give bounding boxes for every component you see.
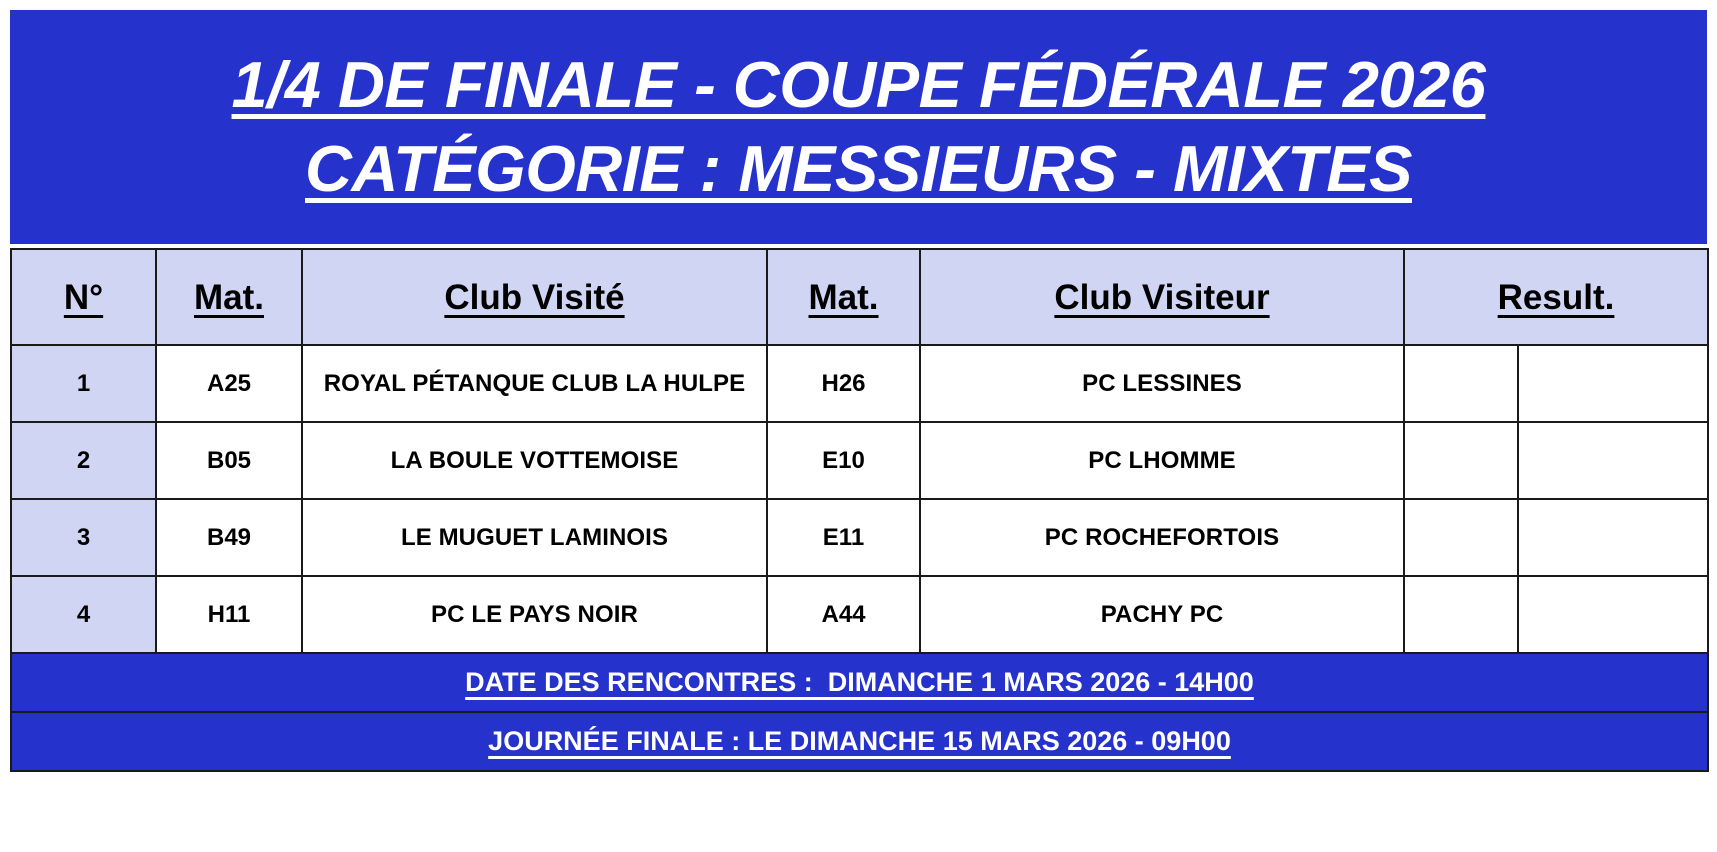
header-mat-away: Mat. [766,248,921,346]
cell-mat-away: E10 [766,421,921,500]
header-number-label: N° [63,277,104,317]
footer-row-date: DATE DES RENCONTRES : DIMANCHE 1 MARS 20… [9,652,1710,713]
cell-mat-away: H26 [766,344,921,423]
cell-number: 4 [10,575,157,654]
footer-date-label: DATE DES RENCONTRES : DIMANCHE 1 MARS 20… [465,667,1254,697]
cell-club-away: PC ROCHEFORTOIS [919,498,1405,577]
header-result-label: Result. [1497,277,1615,317]
table-header-row: N° Mat. Club Visité Mat. Club Visiteur R… [10,248,1710,346]
table-row: 4 H11 PC LE PAYS NOIR A44 PACHY PC [10,575,1710,654]
table-row: 2 B05 LA BOULE VOTTEMOISE E10 PC LHOMME [10,421,1710,500]
cell-result-left[interactable] [1403,575,1519,654]
table-row: 1 A25 ROYAL PÉTANQUE CLUB LA HULPE H26 P… [10,344,1710,423]
header-mat-home: Mat. [155,248,303,346]
title-line-category: CATÉGORIE : MESSIEURS - MIXTES [305,132,1412,205]
footer-final-cell: JOURNÉE FINALE : LE DIMANCHE 15 MARS 202… [9,711,1710,772]
title-banner: 1/4 DE FINALE - COUPE FÉDÉRALE 2026 CATÉ… [10,10,1707,244]
footer-date-cell: DATE DES RENCONTRES : DIMANCHE 1 MARS 20… [9,652,1710,713]
cell-number: 3 [10,498,157,577]
header-number: N° [10,248,157,346]
footer-final-label: JOURNÉE FINALE : LE DIMANCHE 15 MARS 202… [488,726,1231,756]
cell-mat-away: A44 [766,575,921,654]
cell-result-right[interactable] [1516,421,1710,500]
cell-result-right[interactable] [1516,498,1710,577]
header-result: Result. [1402,248,1710,346]
cell-mat-home: H11 [155,575,303,654]
cell-result-right[interactable] [1516,575,1710,654]
cell-result-right[interactable] [1516,344,1710,423]
cell-club-home: PC LE PAYS NOIR [301,575,768,654]
header-club-home-label: Club Visité [444,277,625,317]
header-club-away-label: Club Visiteur [1054,277,1270,317]
cell-club-home: LE MUGUET LAMINOIS [301,498,768,577]
header-club-home: Club Visité [301,248,768,346]
footer-row-final: JOURNÉE FINALE : LE DIMANCHE 15 MARS 202… [9,711,1710,772]
header-mat-away-label: Mat. [808,277,879,317]
cell-club-away: PACHY PC [919,575,1405,654]
cell-club-away: PC LESSINES [919,344,1405,423]
cell-club-home: LA BOULE VOTTEMOISE [301,421,768,500]
cell-result-left[interactable] [1403,498,1519,577]
header-mat-home-label: Mat. [194,277,264,317]
cell-mat-home: B05 [155,421,303,500]
cell-mat-away: E11 [766,498,921,577]
cell-mat-home: B49 [155,498,303,577]
cell-number: 2 [10,421,157,500]
cell-club-home: ROYAL PÉTANQUE CLUB LA HULPE [301,344,768,423]
title-line-competition: 1/4 DE FINALE - COUPE FÉDÉRALE 2026 [231,47,1486,121]
cell-club-away: PC LHOMME [919,421,1405,500]
cell-result-left[interactable] [1403,421,1519,500]
cell-number: 1 [10,344,157,423]
cell-result-left[interactable] [1403,344,1519,423]
table-row: 3 B49 LE MUGUET LAMINOIS E11 PC ROCHEFOR… [10,498,1710,577]
cell-mat-home: A25 [155,344,303,423]
header-club-away: Club Visiteur [919,248,1405,346]
match-table: N° Mat. Club Visité Mat. Club Visiteur R… [9,248,1710,772]
